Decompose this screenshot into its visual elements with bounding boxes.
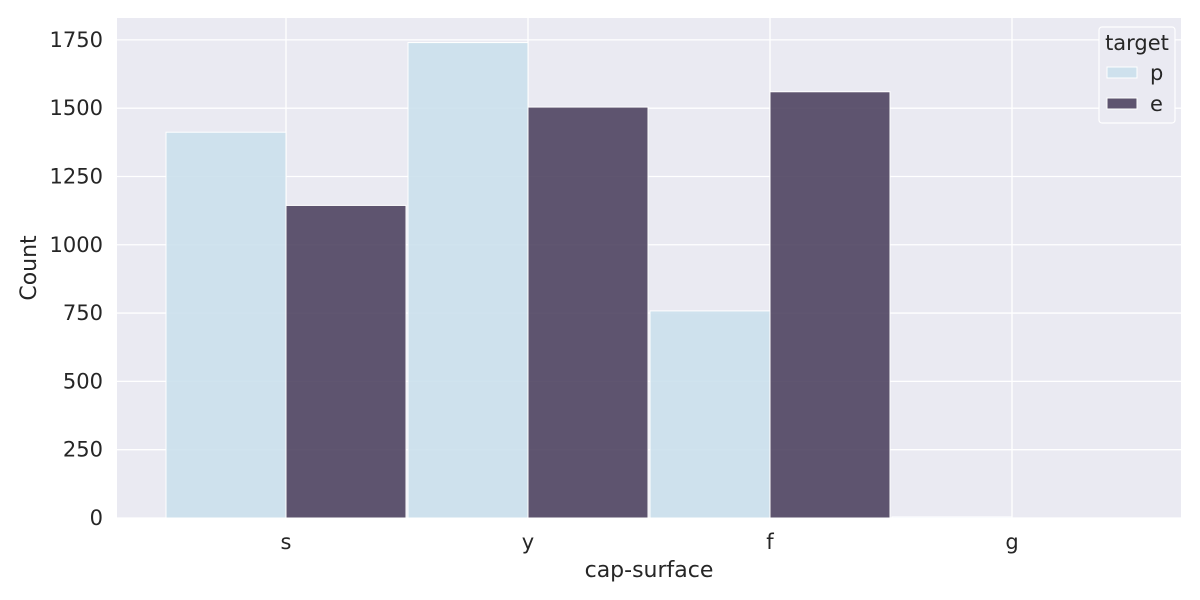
legend-swatch-p: [1106, 66, 1138, 79]
x-tick-label: f: [766, 530, 774, 554]
bar-e-s: [285, 204, 407, 519]
y-axis-title: Count: [17, 235, 42, 301]
bar-p-g: [891, 516, 1013, 519]
legend-label-e: e: [1150, 92, 1163, 116]
legend-title: target: [1105, 31, 1169, 55]
legend-items: pe: [1106, 61, 1163, 116]
y-tick-label: 250: [63, 438, 103, 462]
x-tick-label: g: [1005, 530, 1018, 554]
y-tick-label: 0: [90, 506, 103, 530]
bars: [165, 42, 1013, 519]
y-tick-label: 1750: [50, 28, 103, 52]
legend-label-p: p: [1150, 61, 1163, 85]
legend: target pe: [1098, 26, 1176, 124]
y-tick-label: 1000: [50, 233, 103, 257]
x-tick-label: s: [281, 530, 292, 554]
x-tick-label: y: [522, 530, 534, 554]
legend-swatch-e: [1106, 97, 1138, 110]
bar-e-y: [527, 106, 649, 519]
y-tick-label: 1250: [50, 164, 103, 188]
y-tick-label: 500: [63, 369, 103, 393]
bar-p-f: [649, 310, 771, 519]
bar-e-f: [769, 91, 891, 519]
bar-p-y: [407, 42, 529, 519]
x-axis-title: cap-surface: [585, 558, 714, 583]
y-tick-label: 750: [63, 301, 103, 325]
bar-p-s: [165, 131, 287, 519]
y-tick-labels: 0 250 500 750 1000 1250 1500 1750: [50, 28, 103, 530]
y-tick-label: 1500: [50, 96, 103, 120]
